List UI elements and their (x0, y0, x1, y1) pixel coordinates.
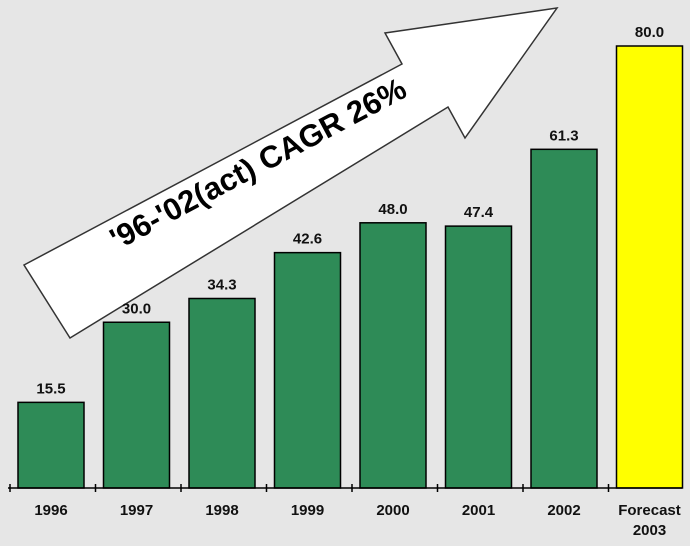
value-label: 47.4 (464, 204, 494, 221)
bar-2002 (530, 148, 598, 489)
bar-2000 (359, 222, 427, 489)
value-label: 61.3 (549, 127, 578, 144)
category-label: Forecast (618, 502, 681, 519)
cagr-arrow-shape (22, 7, 559, 340)
bars (17, 45, 684, 489)
value-label: 30.0 (122, 300, 151, 317)
value-label: 80.0 (635, 24, 664, 41)
bar-1998 (188, 297, 256, 489)
bar-forecast-2003 (615, 45, 684, 489)
x-ticks (9, 484, 610, 492)
category-label: 2002 (547, 502, 580, 519)
category-label: 2001 (462, 502, 495, 519)
category-label: 2003 (633, 522, 666, 539)
value-label: 42.6 (293, 231, 322, 248)
category-label: 1998 (205, 502, 238, 519)
category-labels: 1996 1997 1998 1999 2000 2001 2002 Forecast 2003 (34, 502, 680, 539)
bar-1997 (102, 321, 171, 489)
bar-1996 (17, 401, 85, 489)
value-label: 48.0 (378, 201, 407, 218)
bar-2001 (444, 225, 513, 489)
category-label: 1999 (291, 502, 324, 519)
category-label: 1997 (120, 502, 153, 519)
value-label: 15.5 (36, 380, 65, 397)
value-labels: 15.5 30.0 34.3 42.6 48.0 47.4 61.3 80.0 (36, 24, 664, 397)
value-label: 34.3 (207, 276, 236, 293)
category-label: 2000 (376, 502, 409, 519)
category-label: 1996 (34, 502, 67, 519)
bar-1999 (273, 251, 342, 489)
